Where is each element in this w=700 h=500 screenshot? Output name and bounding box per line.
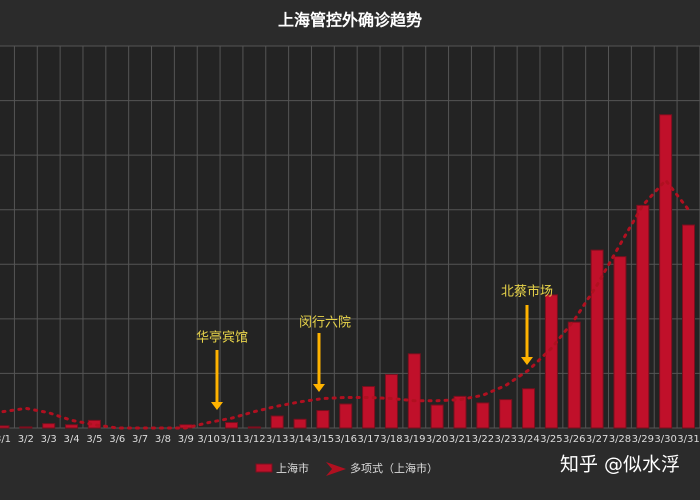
x-tick-label: 3/19 xyxy=(403,434,425,445)
annotation-arrowhead xyxy=(521,357,533,365)
annotation: 华亭宾馆 xyxy=(196,330,248,346)
watermark: 知乎 @似水浮 xyxy=(560,454,680,476)
annotation: 闵行六院 xyxy=(299,316,351,331)
bar xyxy=(316,410,330,429)
x-tick-label: 3/21 xyxy=(449,434,471,445)
bar xyxy=(636,204,650,429)
x-tick-label: 3/20 xyxy=(426,434,448,445)
x-tick-label: 3/14 xyxy=(289,434,311,445)
x-tick-label: 3/10 xyxy=(197,434,219,445)
trend-line xyxy=(1,177,690,430)
bar xyxy=(659,114,673,429)
x-tick-label: 3/2 xyxy=(18,434,34,445)
chart-title: 上海管控外确诊趋势 xyxy=(278,11,422,30)
bar xyxy=(270,415,284,429)
bar xyxy=(42,423,56,429)
x-tick-label: 3/17 xyxy=(357,434,379,445)
legend-symbol xyxy=(326,462,346,476)
x-tick-label: 3/11 xyxy=(220,434,242,445)
bar xyxy=(384,374,398,429)
x-tick-label: 3/26 xyxy=(563,434,585,445)
bar xyxy=(682,224,695,429)
x-tick-label: 3/15 xyxy=(312,434,334,445)
x-tick-label: 3/30 xyxy=(654,434,676,445)
bar xyxy=(225,422,238,429)
annotation: 北蔡市场 xyxy=(501,284,553,300)
bar xyxy=(567,321,581,429)
bar xyxy=(65,424,79,429)
bar xyxy=(476,402,490,429)
x-tick-label: 3/28 xyxy=(609,434,631,445)
x-tick-label: 3/12 xyxy=(243,434,265,445)
legend-label: 多项式（上海市） xyxy=(350,461,438,475)
bar xyxy=(247,426,261,429)
plot-area xyxy=(0,46,700,428)
bar xyxy=(362,386,376,429)
annotation-arrowhead xyxy=(313,384,325,392)
bar xyxy=(339,403,353,429)
bar xyxy=(522,388,536,429)
bar xyxy=(544,294,558,429)
bar xyxy=(613,256,627,429)
x-tick-label: 3/9 xyxy=(178,434,194,445)
x-tick-label: 3/7 xyxy=(132,434,148,445)
x-tick-label: 3/1 xyxy=(0,434,11,445)
x-tick-label: 3/5 xyxy=(86,434,102,445)
x-tick-label: 3/18 xyxy=(380,434,402,445)
legend-swatch xyxy=(255,463,273,473)
legend-label: 上海市 xyxy=(276,461,309,475)
x-tick-label: 3/6 xyxy=(109,434,125,445)
x-tick-label: 3/25 xyxy=(540,434,562,445)
x-tick-label: 3/22 xyxy=(472,434,494,445)
x-tick-label: 3/23 xyxy=(494,434,516,445)
x-tick-label: 3/27 xyxy=(586,434,608,445)
bar xyxy=(19,426,33,429)
annotation-arrowhead xyxy=(211,402,223,410)
bar xyxy=(590,249,604,429)
bar xyxy=(499,399,513,429)
x-tick-label: 3/29 xyxy=(632,434,654,445)
x-tick-label: 3/16 xyxy=(335,434,357,445)
bar xyxy=(430,404,444,429)
x-tick-label: 3/13 xyxy=(266,434,288,445)
x-tick-label: 3/31 xyxy=(677,434,699,445)
bar xyxy=(0,425,10,429)
x-tick-label: 3/24 xyxy=(517,434,539,445)
x-tick-label: 3/8 xyxy=(155,434,171,445)
x-tick-label: 3/3 xyxy=(41,434,57,445)
bar xyxy=(293,418,307,429)
bar xyxy=(407,353,421,429)
x-tick-label: 3/4 xyxy=(64,434,80,445)
bar xyxy=(453,395,467,429)
